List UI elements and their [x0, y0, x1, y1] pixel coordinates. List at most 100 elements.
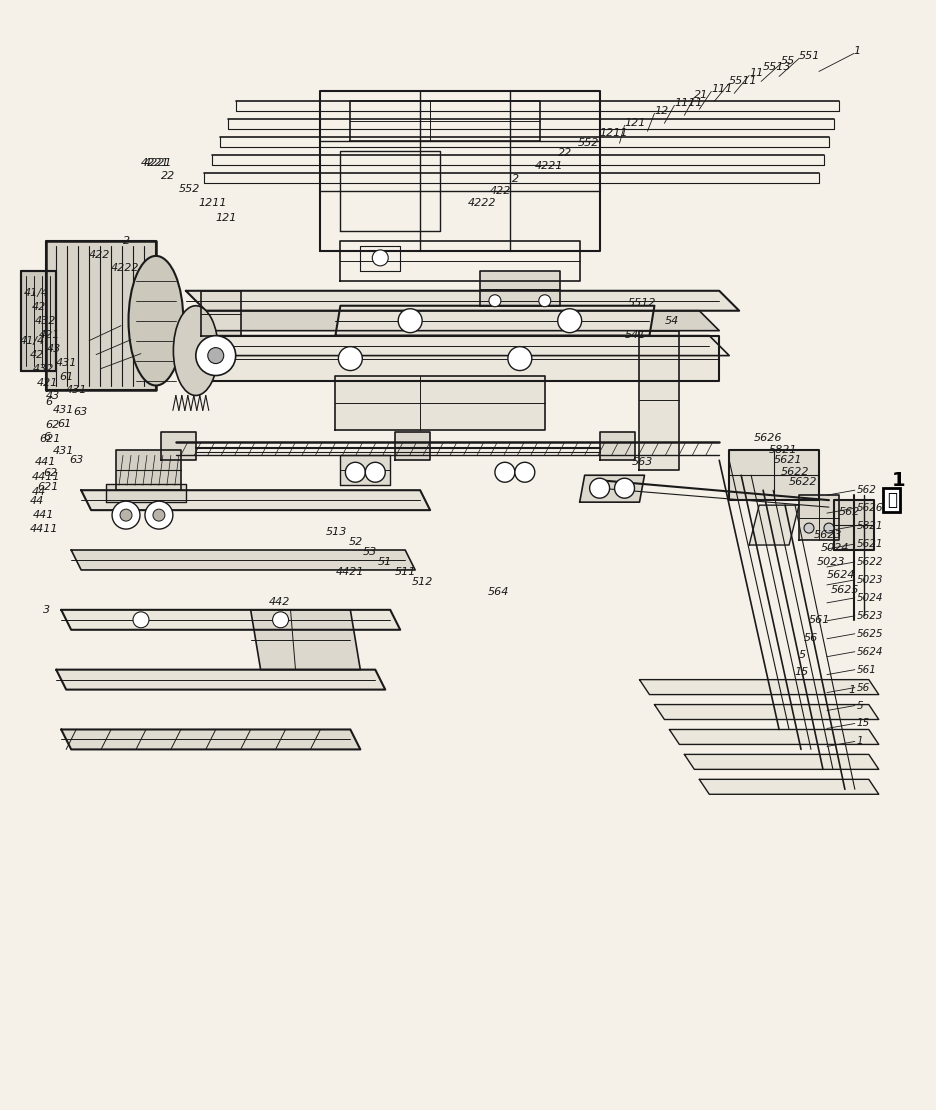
Text: 111: 111 [711, 84, 733, 94]
Text: 5: 5 [799, 649, 806, 659]
Text: 5821: 5821 [856, 521, 884, 531]
Ellipse shape [128, 256, 183, 385]
Text: 1: 1 [854, 47, 861, 57]
Text: 3: 3 [43, 605, 51, 615]
Circle shape [145, 501, 173, 529]
Circle shape [345, 462, 365, 482]
Polygon shape [684, 755, 879, 769]
Text: 5622: 5622 [781, 467, 810, 477]
Circle shape [272, 612, 288, 628]
Text: 552: 552 [179, 184, 200, 194]
Text: 431: 431 [66, 385, 88, 395]
Text: 561: 561 [856, 665, 877, 675]
Text: 44: 44 [31, 487, 46, 497]
Polygon shape [186, 291, 739, 311]
Circle shape [489, 295, 501, 306]
Text: 621: 621 [39, 434, 61, 444]
Text: 551: 551 [799, 51, 820, 61]
Text: 63: 63 [73, 407, 87, 417]
Text: 62: 62 [43, 468, 57, 478]
Text: 511: 511 [395, 567, 417, 577]
Text: 5023: 5023 [817, 557, 845, 567]
Polygon shape [56, 669, 386, 689]
Text: 5511: 5511 [729, 77, 758, 87]
Text: 5626: 5626 [754, 433, 782, 443]
Circle shape [153, 509, 165, 521]
Text: 4222: 4222 [468, 198, 496, 208]
Text: 22: 22 [161, 171, 175, 181]
Circle shape [208, 347, 224, 364]
Polygon shape [335, 305, 654, 335]
Circle shape [196, 335, 236, 375]
Polygon shape [600, 433, 635, 461]
Circle shape [508, 346, 532, 371]
Text: 422: 422 [89, 250, 110, 260]
Text: 5512: 5512 [627, 297, 656, 307]
Text: 51: 51 [378, 557, 392, 567]
Polygon shape [81, 491, 431, 511]
Circle shape [590, 478, 609, 498]
Text: 4411: 4411 [31, 472, 60, 482]
Text: 5625: 5625 [856, 628, 884, 638]
Text: 42: 42 [31, 302, 46, 312]
Text: 5623: 5623 [856, 610, 884, 620]
Polygon shape [186, 335, 719, 381]
Text: 441: 441 [36, 457, 57, 467]
Text: 5624: 5624 [826, 569, 856, 579]
Circle shape [824, 523, 834, 533]
Polygon shape [669, 729, 879, 745]
Text: 512: 512 [412, 577, 433, 587]
Text: 1: 1 [856, 736, 864, 746]
Text: 441: 441 [34, 511, 54, 521]
Text: 2: 2 [512, 174, 519, 184]
Circle shape [365, 462, 386, 482]
Text: 4411: 4411 [29, 524, 58, 534]
Polygon shape [639, 331, 680, 471]
Text: 561: 561 [809, 615, 830, 625]
Text: 4221: 4221 [141, 158, 169, 169]
Circle shape [615, 478, 635, 498]
Text: 5821: 5821 [769, 445, 797, 455]
Text: 21: 21 [695, 90, 709, 100]
Text: 564: 564 [488, 587, 509, 597]
Circle shape [112, 501, 140, 529]
Text: 6: 6 [45, 397, 52, 407]
Text: 43: 43 [46, 392, 61, 402]
Text: 5624: 5624 [856, 647, 884, 657]
Text: 5024: 5024 [856, 593, 884, 603]
Polygon shape [699, 779, 879, 795]
Text: 15: 15 [856, 718, 870, 728]
Text: 5626: 5626 [856, 503, 884, 513]
Text: 4221: 4221 [534, 161, 563, 171]
Polygon shape [71, 551, 416, 569]
Text: 4222: 4222 [111, 263, 139, 273]
Ellipse shape [173, 305, 218, 395]
Text: 1211: 1211 [198, 198, 227, 208]
Text: 621: 621 [37, 482, 59, 492]
Text: 44: 44 [29, 496, 44, 506]
Polygon shape [480, 271, 560, 305]
Polygon shape [116, 451, 181, 491]
Text: 5023: 5023 [856, 575, 884, 585]
Text: 1211: 1211 [600, 129, 628, 139]
Circle shape [373, 250, 388, 266]
Text: 56: 56 [856, 683, 870, 693]
Polygon shape [335, 375, 545, 431]
Text: 431: 431 [53, 405, 75, 415]
Polygon shape [61, 729, 360, 749]
Circle shape [339, 346, 362, 371]
Circle shape [539, 295, 550, 306]
Polygon shape [46, 241, 156, 391]
Text: 55: 55 [781, 57, 796, 67]
Text: 421: 421 [39, 330, 61, 340]
Text: 442: 442 [269, 597, 290, 607]
Text: 43: 43 [47, 344, 62, 354]
Polygon shape [639, 679, 879, 695]
Text: 562: 562 [839, 507, 860, 517]
Text: 121: 121 [624, 119, 646, 129]
Polygon shape [106, 484, 186, 502]
Text: 1: 1 [849, 685, 856, 695]
Text: 562: 562 [856, 485, 877, 495]
Polygon shape [579, 475, 645, 502]
Text: 421: 421 [37, 377, 59, 387]
